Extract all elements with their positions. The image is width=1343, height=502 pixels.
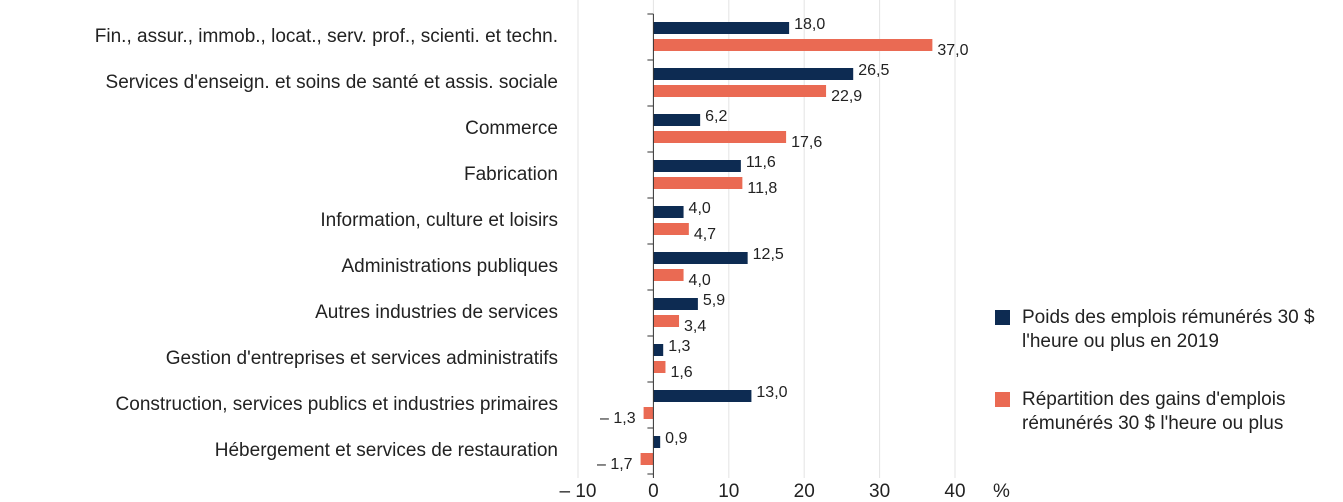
legend-label: Répartition des gains d'emplois rémunéré…: [1022, 389, 1286, 434]
x-axis-unit: %: [993, 481, 1010, 502]
value-label: 22,9: [831, 88, 862, 105]
value-label: 11,8: [747, 180, 777, 197]
bar: [653, 114, 701, 126]
legend-swatch: [995, 310, 1010, 325]
x-tick-label: 40: [944, 481, 965, 502]
bar: [653, 390, 752, 402]
value-label: 3,4: [684, 318, 706, 335]
legend-swatch: [995, 392, 1010, 407]
bar: [653, 269, 684, 281]
value-label: 6,2: [705, 108, 727, 125]
legend-label: Poids des emplois rémunérés 30 $ l'heure…: [1022, 307, 1315, 352]
bar: [653, 131, 787, 143]
bar: [653, 223, 689, 235]
value-label: 11,6: [746, 154, 776, 171]
bar: [653, 39, 933, 51]
bar: [653, 298, 698, 310]
y-tick-label: Fin., assur., immob., locat., serv. prof…: [95, 26, 558, 47]
value-label: 1,3: [668, 338, 690, 355]
bar: [640, 453, 654, 465]
bar: [653, 315, 680, 327]
y-tick-label: Hébergement et services de restauration: [215, 440, 558, 461]
value-label: – 1,7: [597, 456, 633, 473]
value-label: 4,0: [689, 200, 711, 217]
bar: [653, 344, 664, 356]
y-tick-label: Information, culture et loisirs: [320, 210, 558, 231]
x-tick-label: 0: [648, 481, 659, 502]
bar: [653, 252, 748, 264]
y-tick-label: Gestion d'entreprises et services admini…: [166, 348, 558, 369]
bar: [643, 407, 654, 419]
x-tick-label: 30: [869, 481, 890, 502]
y-tick-label: Fabrication: [464, 164, 558, 185]
legend-entry: Répartition des gains d'emplois rémunéré…: [995, 388, 1343, 436]
value-label: 12,5: [753, 246, 784, 263]
bar: [653, 85, 827, 97]
y-tick-label: Administrations publiques: [341, 256, 558, 277]
bar: [653, 68, 854, 80]
bar: [653, 436, 661, 448]
x-tick-label: 10: [718, 481, 739, 502]
value-label: – 1,3: [600, 410, 636, 427]
y-tick-label: Services d'enseign. et soins de santé et…: [106, 72, 558, 93]
value-label: 4,7: [694, 226, 716, 243]
bar: [653, 160, 741, 172]
legend-entry: Poids des emplois rémunérés 30 $ l'heure…: [995, 306, 1343, 354]
y-tick-label: Autres industries de services: [315, 302, 558, 323]
value-label: 17,6: [791, 134, 822, 151]
value-label: 4,0: [689, 272, 711, 289]
y-tick-label: Construction, services publics et indust…: [116, 394, 558, 415]
value-label: 18,0: [794, 16, 825, 33]
value-label: 1,6: [670, 364, 692, 381]
bar: [653, 361, 666, 373]
value-label: 26,5: [858, 62, 889, 79]
value-label: 13,0: [756, 384, 787, 401]
bar: [653, 177, 743, 189]
x-tick-label: – 10: [560, 481, 597, 502]
value-label: 5,9: [703, 292, 725, 309]
bar: [653, 206, 684, 218]
value-label: 37,0: [937, 42, 968, 59]
x-tick-label: 20: [794, 481, 815, 502]
bar: [653, 22, 790, 34]
y-tick-label: Commerce: [465, 118, 558, 139]
value-label: 0,9: [665, 430, 687, 447]
